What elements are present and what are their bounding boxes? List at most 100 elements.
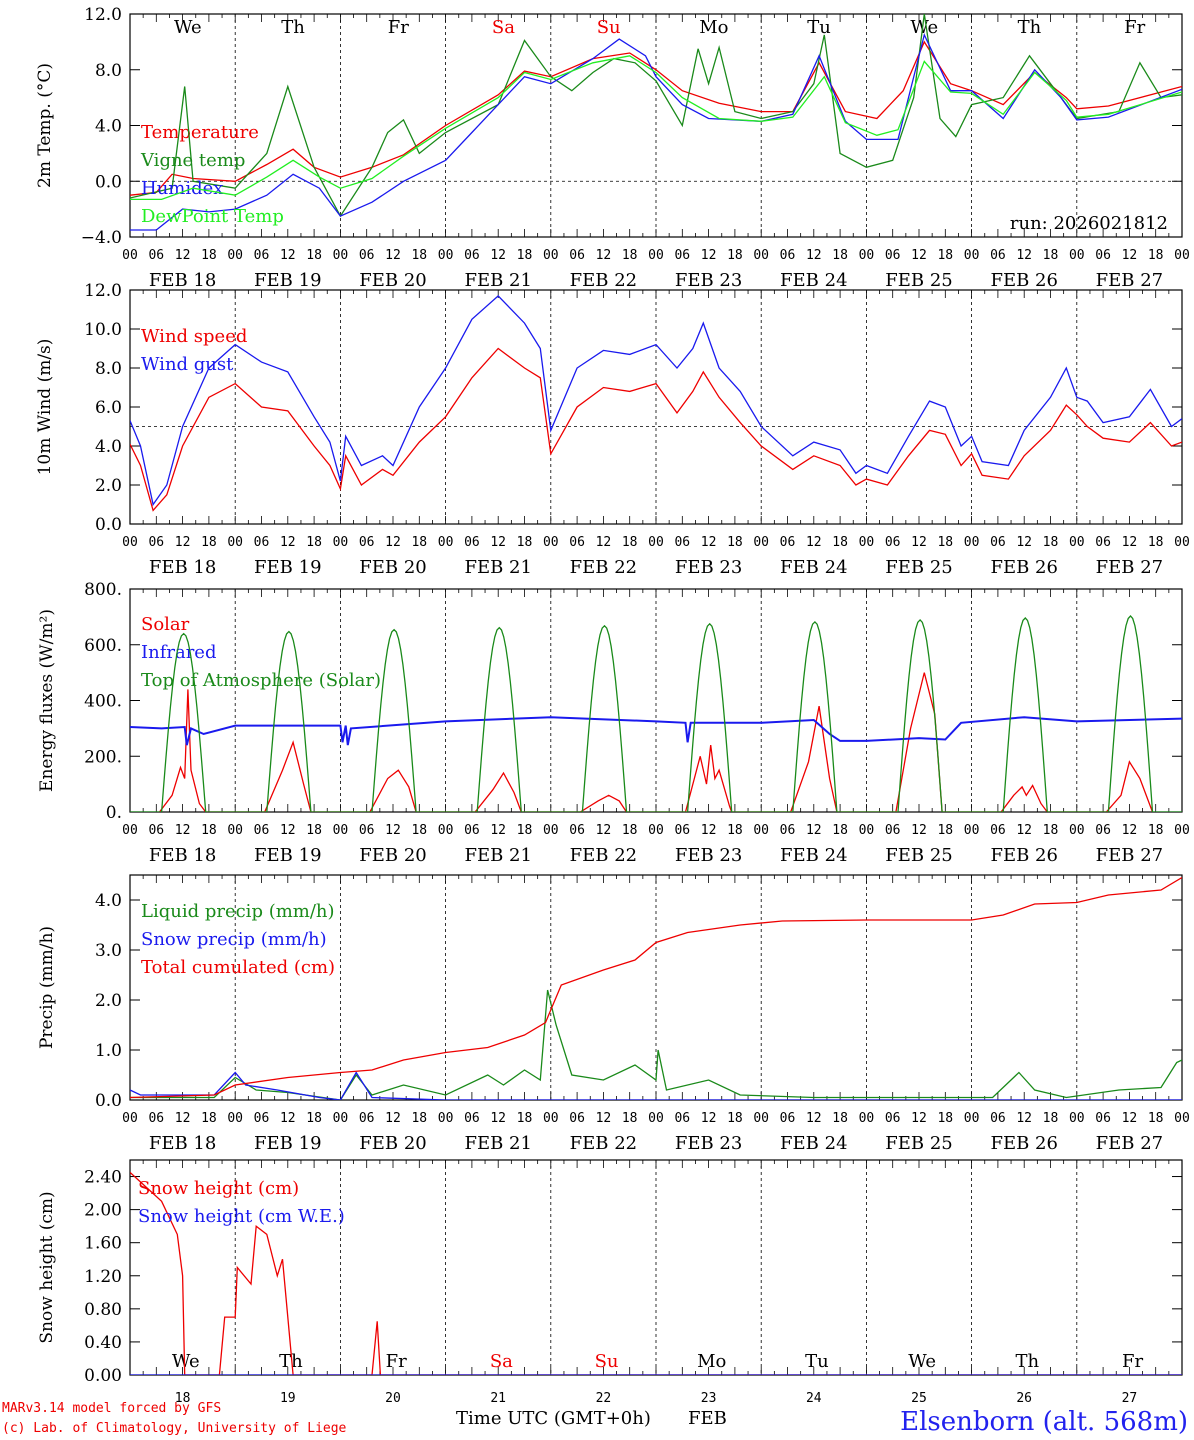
hour-tick-label: 12 xyxy=(175,248,191,263)
legend-entry: Vigne temp xyxy=(140,150,245,171)
panel-precip: 0.0 1.0 2.0 3.0 4.0 Precip (mm/h) 00 06 12 18 FEB … xyxy=(37,874,1190,1154)
date-label: FEB 22 xyxy=(570,270,637,291)
series-line-dewpoint-temp xyxy=(130,55,1182,201)
hour-tick-label: 12 xyxy=(911,535,927,550)
hour-tick-label: 00 xyxy=(227,248,243,263)
date-label: FEB 23 xyxy=(675,557,742,578)
hour-tick-label: 12 xyxy=(806,248,822,263)
hour-tick-label: 18 xyxy=(727,535,743,550)
date-label: FEB 19 xyxy=(254,1133,321,1154)
hour-tick-label: 12 xyxy=(280,823,296,838)
hour-tick-label: 12 xyxy=(490,535,506,550)
date-label: FEB 24 xyxy=(780,557,847,578)
hour-tick-label: 06 xyxy=(990,1111,1006,1126)
hour-tick-label: 06 xyxy=(1095,823,1111,838)
hour-tick-label: 12 xyxy=(1016,248,1032,263)
hour-tick-label: 12 xyxy=(385,535,401,550)
date-label: FEB 18 xyxy=(149,845,216,866)
y-tick-label: 6.0 xyxy=(95,398,122,418)
hour-tick-label: 12 xyxy=(1122,823,1138,838)
date-label: FEB 19 xyxy=(254,270,321,291)
legend-entry: Snow precip (mm/h) xyxy=(141,929,327,950)
series-line-wind-speed xyxy=(130,347,1182,512)
hour-tick-label: 06 xyxy=(1095,535,1111,550)
hour-tick-label: 18 xyxy=(727,248,743,263)
hour-tick-label: 06 xyxy=(1095,1111,1111,1126)
date-label: FEB 25 xyxy=(885,557,952,578)
x-axis-label: Time UTC (GMT+0h) xyxy=(456,1408,651,1429)
hour-tick-label: 00 xyxy=(122,248,138,263)
hour-tick-label: 12 xyxy=(701,1111,717,1126)
hour-tick-label: 00 xyxy=(1174,1111,1190,1126)
date-label: FEB 22 xyxy=(570,1133,637,1154)
hour-tick-label: 06 xyxy=(569,535,585,550)
hour-tick-label: 06 xyxy=(885,535,901,550)
y-tick-label: 2.0 xyxy=(95,476,122,496)
weekday-label: We xyxy=(908,1351,936,1372)
hour-tick-label: 06 xyxy=(780,535,796,550)
hour-tick-label: 12 xyxy=(280,1111,296,1126)
hour-tick-label: 06 xyxy=(569,1111,585,1126)
series-line-snow-height-cm- xyxy=(130,1171,1182,1375)
y-axis-title: Snow height (cm) xyxy=(37,1191,57,1343)
hour-tick-label: 18 xyxy=(411,248,427,263)
hour-tick-label: 06 xyxy=(359,823,375,838)
date-label: FEB 21 xyxy=(464,1133,531,1154)
hour-tick-label: 18 xyxy=(517,248,533,263)
hour-tick-label: 00 xyxy=(1069,535,1085,550)
hour-tick-label: 12 xyxy=(280,248,296,263)
hour-tick-label: 12 xyxy=(1122,248,1138,263)
hour-tick-label: 18 xyxy=(517,535,533,550)
y-tick-label: 800. xyxy=(84,580,122,600)
y-tick-label: 10.0 xyxy=(84,320,122,340)
hour-tick-label: 00 xyxy=(438,823,454,838)
hour-tick-label: 00 xyxy=(543,823,559,838)
hour-tick-label: 06 xyxy=(885,1111,901,1126)
hour-tick-label: 00 xyxy=(964,823,980,838)
date-label: FEB 22 xyxy=(570,557,637,578)
weekday-label: Th xyxy=(1018,17,1042,38)
hour-tick-label: 06 xyxy=(885,823,901,838)
hour-tick-label: 18 xyxy=(832,535,848,550)
hour-tick-label: 00 xyxy=(1174,248,1190,263)
hour-tick-label: 12 xyxy=(490,248,506,263)
weekday-label: Th xyxy=(281,17,305,38)
hour-tick-label: 12 xyxy=(596,535,612,550)
hour-tick-label: 06 xyxy=(885,248,901,263)
hour-tick-label: 06 xyxy=(359,1111,375,1126)
hour-tick-label: 00 xyxy=(333,535,349,550)
series-line-solar xyxy=(158,672,1154,812)
legend-entry: Liquid precip (mm/h) xyxy=(141,901,335,922)
date-short-label: 22 xyxy=(596,1391,612,1406)
hour-tick-label: 18 xyxy=(1148,248,1164,263)
y-tick-label: 1.20 xyxy=(84,1267,122,1287)
hour-tick-label: 18 xyxy=(517,823,533,838)
hour-tick-label: 18 xyxy=(1148,823,1164,838)
date-label: FEB 25 xyxy=(885,845,952,866)
hour-tick-label: 00 xyxy=(648,248,664,263)
hour-tick-label: 00 xyxy=(1069,823,1085,838)
hour-tick-label: 18 xyxy=(201,823,217,838)
hour-tick-label: 00 xyxy=(227,535,243,550)
panel-energy-fluxes: 0. 200. 400. 600. 800. Energy fluxes (W/m²) 00… xyxy=(37,580,1190,866)
hour-tick-label: 00 xyxy=(859,248,875,263)
legend-entry: Snow height (cm W.E.) xyxy=(138,1206,345,1227)
hour-tick-label: 00 xyxy=(1069,248,1085,263)
hour-tick-label: 12 xyxy=(806,823,822,838)
plot-frame xyxy=(129,13,1183,238)
hour-tick-label: 18 xyxy=(832,248,848,263)
y-tick-label: 1.60 xyxy=(84,1234,122,1254)
weekday-label: Mo xyxy=(699,17,728,38)
hour-tick-label: 18 xyxy=(517,1111,533,1126)
hour-tick-label: 18 xyxy=(832,1111,848,1126)
hour-tick-label: 12 xyxy=(911,1111,927,1126)
legend-entry: Total cumulated (cm) xyxy=(141,957,335,978)
legend-entry: Wind gust xyxy=(141,354,234,375)
hour-tick-label: 12 xyxy=(701,248,717,263)
hour-tick-label: 06 xyxy=(359,248,375,263)
series-line-humidex xyxy=(130,32,1182,231)
date-label: FEB 27 xyxy=(1096,845,1163,866)
hour-tick-label: 18 xyxy=(1043,535,1059,550)
hour-tick-label: 00 xyxy=(122,823,138,838)
hour-tick-label: 00 xyxy=(964,1111,980,1126)
